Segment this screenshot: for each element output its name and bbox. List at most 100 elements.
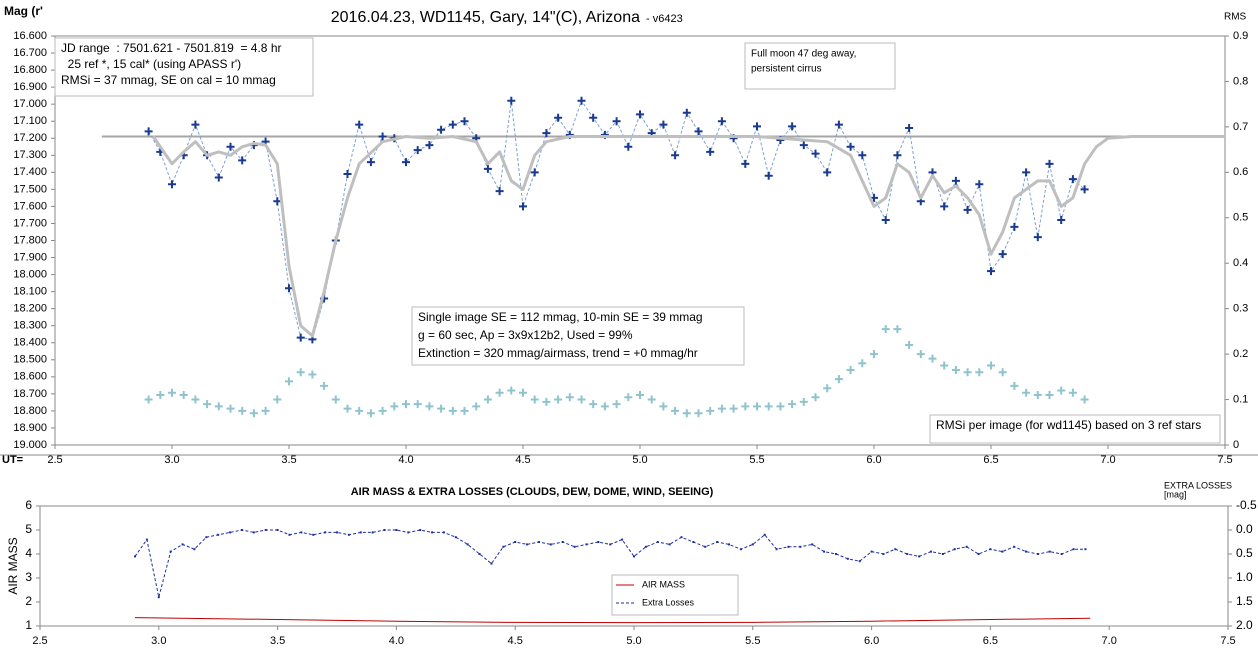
plus-marker (296, 368, 305, 377)
plus-marker (507, 96, 516, 105)
plus-marker (214, 173, 223, 182)
plus-marker (168, 388, 176, 397)
y2-tick-label: 0.0 (1236, 522, 1253, 536)
plus-marker (331, 395, 340, 404)
plus-marker (1033, 391, 1042, 400)
plus-marker (717, 404, 726, 413)
dot-marker (336, 531, 338, 534)
plus-marker (144, 127, 153, 136)
plus-marker (951, 366, 960, 375)
plus-marker (682, 108, 691, 117)
y2-tick-label: 0.8 (1233, 75, 1248, 87)
plus-marker (437, 125, 446, 134)
plus-marker (753, 122, 761, 131)
y-tick-label: 18.200 (13, 303, 47, 315)
plus-marker (636, 391, 644, 400)
plus-marker (530, 168, 539, 177)
plus-marker (320, 381, 329, 390)
plus-marker (624, 393, 633, 402)
dot-marker (407, 531, 410, 534)
y-tick-label: 16.800 (13, 64, 47, 76)
y-tick-label: 3 (25, 570, 32, 584)
x-tick-label: 6.0 (864, 635, 879, 647)
dot-marker (977, 553, 980, 555)
plus-marker (916, 350, 925, 359)
plus-marker (448, 406, 457, 415)
dot-marker (383, 529, 386, 531)
plus-marker (1033, 233, 1042, 242)
dot-marker (1048, 550, 1051, 553)
plus-marker (823, 168, 832, 177)
dot-marker (728, 543, 731, 546)
dot-marker (965, 545, 968, 548)
dot-marker (775, 548, 778, 551)
dot-marker (300, 531, 303, 534)
plus-marker (366, 158, 375, 167)
plus-marker (682, 409, 691, 418)
plus-marker (659, 402, 668, 411)
x-tick-label: 3.0 (151, 635, 166, 647)
x-tick-label: 4.0 (389, 635, 404, 647)
plus-marker (624, 142, 633, 151)
x-tick-label: 3.0 (164, 454, 179, 466)
dot-marker (561, 541, 564, 543)
plus-marker (1045, 159, 1054, 168)
plus-marker (565, 393, 574, 402)
dot-marker (1036, 553, 1039, 555)
plus-marker (483, 395, 492, 404)
x-tick-label: 4.0 (398, 454, 413, 466)
plus-marker (1010, 381, 1019, 390)
plus-marker (203, 400, 212, 409)
plus-marker (870, 350, 878, 359)
dot-marker (823, 550, 826, 553)
dot-marker (205, 536, 208, 539)
x-tick-label: 4.5 (508, 635, 523, 647)
plus-marker (1022, 388, 1031, 397)
dot-marker (585, 543, 588, 546)
y-tick-label: 16.900 (13, 81, 47, 93)
dot-marker (1013, 545, 1016, 548)
dot-marker (941, 553, 944, 555)
dot-marker (537, 541, 540, 543)
dot-marker (442, 531, 445, 534)
dot-marker (169, 550, 172, 553)
plus-marker (179, 391, 188, 400)
plus-marker (729, 404, 738, 413)
dot-marker (466, 543, 469, 546)
plus-marker (577, 395, 586, 404)
plus-marker (1010, 222, 1019, 231)
dot-marker (264, 529, 267, 531)
plus-marker (741, 159, 750, 168)
y2-axis-label: [mag] (1164, 489, 1187, 499)
x-tick-label: 5.0 (632, 454, 647, 466)
plus-marker (694, 127, 703, 136)
plus-marker (846, 366, 855, 375)
y2-tick-label: 0.1 (1233, 393, 1248, 405)
plus-marker (1057, 216, 1066, 225)
plus-marker (1068, 175, 1077, 184)
plus-marker (659, 120, 668, 129)
plus-marker (706, 147, 715, 156)
plus-marker (1057, 386, 1066, 395)
dot-marker (692, 541, 695, 543)
plus-marker (448, 120, 457, 129)
plus-marker (963, 205, 972, 214)
dot-marker (134, 555, 137, 558)
plus-marker (214, 402, 223, 411)
plus-marker (519, 388, 527, 397)
dot-marker (846, 557, 849, 560)
y2-tick-label: 0.3 (1233, 303, 1248, 315)
plus-marker (717, 117, 726, 126)
plus-marker (706, 406, 715, 415)
plus-marker (226, 404, 235, 413)
annotation-box (744, 42, 896, 90)
plus-marker (1080, 395, 1089, 404)
x-tick-label: 7.0 (1100, 454, 1115, 466)
plus-marker (753, 402, 761, 411)
dot-marker (145, 538, 148, 541)
y-tick-label: 17.300 (13, 149, 47, 161)
series-line (134, 617, 1091, 624)
plus-marker (437, 404, 446, 413)
plus-marker (308, 370, 317, 379)
plus-marker (343, 404, 352, 413)
